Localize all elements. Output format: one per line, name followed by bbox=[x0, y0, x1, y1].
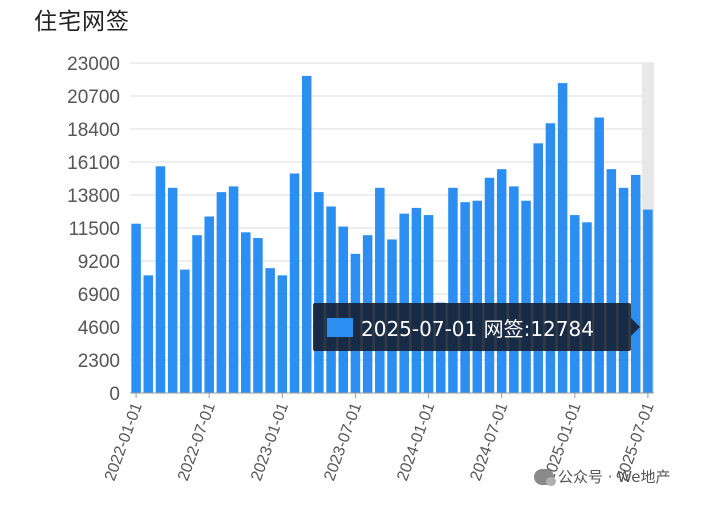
y-tick-label: 9200 bbox=[78, 252, 120, 273]
y-tick-label: 6900 bbox=[78, 285, 120, 306]
x-tick-label: 2022-01-01 bbox=[102, 400, 146, 483]
bar[interactable] bbox=[375, 187, 385, 393]
bar[interactable] bbox=[533, 143, 543, 393]
bar[interactable] bbox=[253, 238, 263, 393]
bar[interactable] bbox=[472, 200, 483, 393]
tooltip-swatch bbox=[327, 317, 353, 337]
bar[interactable] bbox=[143, 275, 154, 393]
bar[interactable] bbox=[509, 186, 519, 393]
bar[interactable] bbox=[448, 187, 458, 393]
y-tick-label: 2300 bbox=[78, 351, 120, 372]
bar[interactable] bbox=[630, 174, 641, 393]
bar[interactable] bbox=[192, 235, 202, 393]
bar[interactable] bbox=[411, 207, 422, 393]
bar[interactable] bbox=[618, 187, 629, 393]
bar[interactable] bbox=[265, 268, 275, 393]
y-tick-label: 18400 bbox=[67, 120, 120, 141]
y-tick-label: 23000 bbox=[67, 54, 120, 75]
bar[interactable] bbox=[545, 123, 556, 394]
bar[interactable] bbox=[301, 75, 312, 394]
y-tick-label: 11500 bbox=[69, 219, 120, 240]
tooltip: 2025-07-01 网签:12784 bbox=[313, 303, 631, 351]
bar[interactable] bbox=[241, 232, 251, 393]
y-axis-ticks: 0 2300 4600 6900 9200 11500 13800 16100 18400 207… bbox=[67, 54, 120, 405]
tooltip-arrow bbox=[631, 318, 640, 336]
tooltip-text: 2025-07-01 网签:12784 bbox=[361, 316, 594, 341]
bar[interactable] bbox=[326, 206, 336, 393]
bar[interactable] bbox=[460, 202, 470, 393]
y-tick-label: 16100 bbox=[67, 153, 120, 174]
x-tick-label: 2023-01-01 bbox=[248, 400, 292, 483]
bar[interactable] bbox=[643, 209, 653, 393]
x-tick-label: 2024-01-01 bbox=[394, 400, 438, 483]
bar[interactable] bbox=[167, 187, 178, 393]
bar[interactable] bbox=[606, 169, 617, 393]
bar[interactable] bbox=[277, 275, 288, 393]
x-tick-label: 2023-07-01 bbox=[321, 400, 365, 483]
chart-title: 住宅网签 bbox=[34, 9, 130, 35]
bar[interactable] bbox=[216, 192, 227, 393]
bar[interactable] bbox=[484, 177, 495, 393]
bar[interactable] bbox=[180, 269, 190, 393]
bar[interactable] bbox=[228, 186, 239, 393]
bar[interactable] bbox=[204, 216, 214, 393]
watermark: 公众号 · We地产 bbox=[534, 466, 671, 487]
bar[interactable] bbox=[594, 117, 604, 394]
x-tick-label: 2024-07-01 bbox=[467, 400, 511, 483]
x-tick-label: 2022-07-01 bbox=[175, 400, 219, 483]
bar[interactable] bbox=[557, 83, 568, 393]
y-tick-label: 20700 bbox=[67, 87, 120, 108]
wechat-icon bbox=[534, 468, 556, 486]
y-tick-label: 13800 bbox=[67, 186, 120, 207]
bar[interactable] bbox=[155, 166, 166, 393]
y-tick-label: 0 bbox=[109, 384, 120, 405]
bar[interactable] bbox=[496, 169, 507, 393]
bar[interactable] bbox=[289, 173, 300, 393]
bar[interactable] bbox=[521, 200, 531, 393]
watermark-text: 公众号 · We地产 bbox=[558, 468, 671, 486]
y-tick-label: 4600 bbox=[78, 318, 120, 339]
bar[interactable] bbox=[314, 192, 324, 393]
bar[interactable] bbox=[131, 223, 141, 393]
